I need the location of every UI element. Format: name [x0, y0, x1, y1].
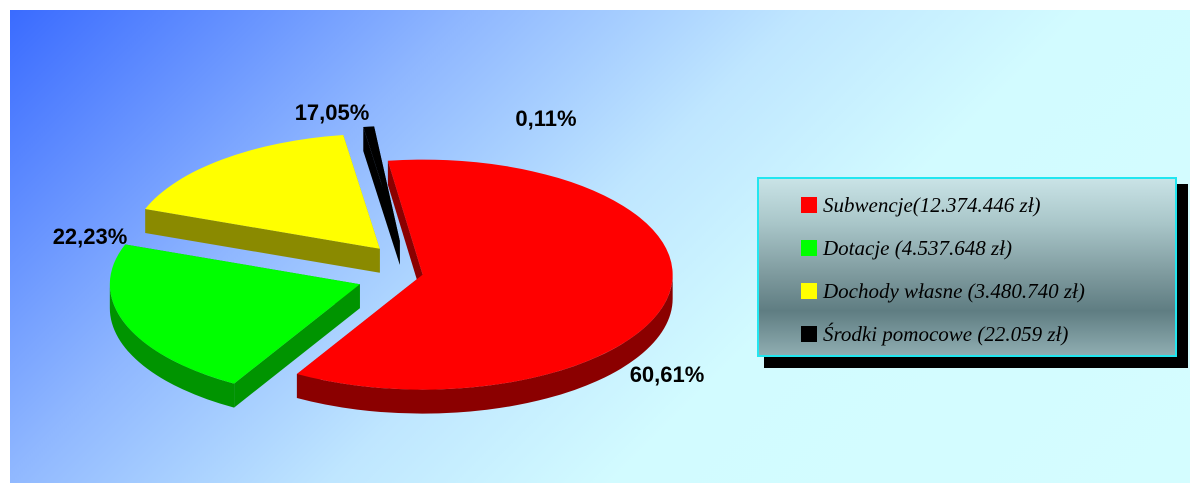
pie-slice-top-dochody [145, 134, 380, 249]
pie-slice-top-subwencje [296, 159, 673, 390]
legend-swatch-dotacje [801, 240, 817, 256]
pie-chart: 60,61% 22,23% 17,05% 0,11% [53, 100, 705, 414]
legend-label-srodki: Środki pomocowe (22.059 zł) [823, 321, 1069, 346]
pie-slice-top-srodki [363, 126, 400, 241]
pie-slice-cut-dochody [145, 208, 380, 273]
legend: Subwencje(12.374.446 zł) Dotacje (4.537.… [757, 177, 1177, 357]
legend-label-dochody: Dochody własne (3.480.740 zł) [823, 278, 1085, 303]
legend-swatch-srodki [801, 326, 817, 342]
pie-slice-cut-dotacje [234, 284, 360, 408]
legend-item-srodki: Środki pomocowe (22.059 zł) [801, 319, 1068, 349]
legend-label-dotacje: Dotacje (4.537.648 zł) [823, 235, 1012, 260]
legend-swatch-dochody [801, 283, 817, 299]
legend-item-subwencje: Subwencje(12.374.446 zł) [801, 190, 1041, 220]
pie-slice-cut-srodki [363, 126, 400, 265]
percent-labels: 60,61% 22,23% 17,05% 0,11% [53, 100, 705, 387]
pie-slice-subwencje [296, 159, 673, 414]
legend-swatch-subwencje [801, 197, 817, 213]
pie-slice-dotacje [109, 244, 360, 408]
legend-item-dotacje: Dotacje (4.537.648 zł) [801, 233, 1012, 263]
pie-slice-cut-subwencje [387, 160, 423, 299]
pie-slice-srodki [363, 126, 400, 265]
pie-slices [109, 126, 673, 414]
percent-label-dochody: 17,05% [295, 100, 370, 125]
pie-slice-side-subwencje [296, 274, 673, 414]
pie-slice-top-dotacje [109, 244, 360, 384]
percent-label-dotacje: 22,23% [53, 224, 128, 249]
chart-area: 60,61% 22,23% 17,05% 0,11% Subwencje(12.374… [10, 10, 1190, 483]
legend-label-subwencje: Subwencje(12.374.446 zł) [823, 192, 1041, 217]
percent-label-srodki: 0,11% [515, 106, 576, 131]
legend-item-dochody: Dochody własne (3.480.740 zł) [801, 276, 1085, 306]
percent-label-subwencje: 60,61% [630, 362, 705, 387]
pie-slice-side-dotacje [109, 284, 235, 408]
pie-slice-dochody [145, 134, 380, 273]
